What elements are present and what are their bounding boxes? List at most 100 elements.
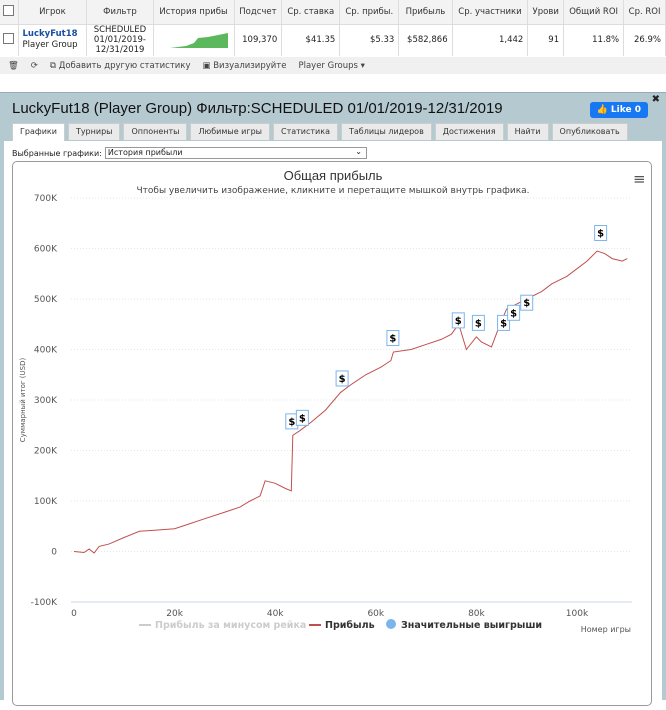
filter-text: SCHEDULED [93, 25, 147, 36]
dollar-icon: $ [455, 316, 462, 327]
dollar-icon: $ [288, 417, 295, 428]
groups-label: Player Groups [298, 60, 358, 71]
tab-favorite-games[interactable]: Любимые игры [190, 123, 270, 140]
col-header[interactable]: История прибы [153, 0, 235, 25]
chevron-down-icon: ⌄ [355, 147, 362, 156]
y-tick-label: 700K [34, 194, 58, 204]
tab-statistics[interactable]: Статистика [272, 123, 338, 140]
legend-profit: Прибыль [325, 620, 375, 631]
y-tick-label: 0 [51, 548, 57, 558]
y-tick-label: 600K [34, 245, 58, 255]
row-checkbox[interactable] [0, 24, 19, 56]
dollar-icon: $ [299, 413, 306, 424]
tab-opponents[interactable]: Оппоненты [123, 123, 188, 140]
menu-icon[interactable]: ≡ [633, 170, 646, 188]
col-header[interactable]: Подсчет [234, 0, 283, 25]
col-header[interactable]: Ср. ROI [623, 0, 666, 25]
tab-panel: Выбранные графики: История прибыли ⌄ Обща… [4, 141, 662, 706]
profit-line [73, 250, 628, 554]
col-header[interactable]: Ср. ставка [281, 0, 341, 25]
legend-wins-symbol [386, 619, 396, 629]
dollar-icon: $ [389, 334, 396, 345]
chart-select[interactable]: История прибыли ⌄ [104, 147, 367, 159]
x-tick-label: 0 [71, 609, 77, 619]
col-header[interactable]: Игрок [18, 0, 88, 25]
legend-rake: Прибыль за минусом рейка [155, 620, 306, 631]
col-header[interactable]: Ср. участники [452, 0, 529, 25]
tab-tournaments[interactable]: Турниры [67, 123, 121, 140]
add-stat-button[interactable]: ⧉ Добавить другую статистику [49, 60, 191, 71]
visualize-button[interactable]: ▣ Визуализируйте [202, 60, 287, 71]
dollar-icon: $ [500, 318, 507, 329]
significant-win-marker [507, 304, 521, 321]
significant-win-marker [497, 314, 511, 331]
col-header[interactable]: Ср. прибы. [339, 0, 400, 25]
chart-subtitle: Чтобы увеличить изображение, кликните и … [136, 186, 529, 196]
legend-wins: Значительные выигрыши [401, 620, 542, 631]
x-tick-label: 80k [468, 609, 485, 619]
col-header[interactable]: Фильтр [86, 0, 154, 25]
dollar-icon: $ [597, 229, 604, 240]
player-groups-dropdown[interactable]: Player Groups ▾ [298, 60, 365, 71]
y-tick-label: 500K [34, 295, 58, 305]
dollar-icon: $ [523, 298, 530, 309]
trash-icon[interactable]: 🗑 [8, 60, 19, 71]
chart-select-value: История прибыли [107, 148, 183, 157]
table-header-row: Игрок Фильтр История прибы Подсчет Ср. с… [0, 0, 666, 25]
significant-win-marker [594, 225, 608, 242]
tab-leaderboards[interactable]: Таблицы лидеров [340, 123, 432, 140]
player-window: LuckyFut18 (Player Group) Фильтр:SCHEDUL… [0, 92, 666, 706]
col-header[interactable]: Прибыль [398, 0, 453, 25]
like-label: Like 0 [610, 105, 641, 115]
filter-text: 01/01/2019- [93, 35, 146, 46]
visualize-label: Визуализируйте [213, 60, 287, 71]
tab-achievements[interactable]: Достижения [434, 123, 504, 140]
y-tick-label: 200K [34, 447, 58, 457]
profit: $582,866 [398, 24, 453, 56]
chart-select-label: Выбранные графики: [12, 148, 102, 158]
avg-stake: $41.35 [281, 24, 341, 56]
avg-profit: $5.33 [339, 24, 400, 56]
y-tick-label: 100K [34, 497, 58, 507]
chart-container[interactable]: Общая прибыль Чтобы увеличить изображение… [12, 161, 652, 706]
significant-win-marker [520, 294, 534, 311]
select-all-checkbox[interactable] [0, 0, 19, 25]
y-axis-label: Суммарный итог (USD) [19, 358, 27, 443]
avg-entrants: 1,442 [452, 24, 529, 56]
add-stat-label: Добавить другую статистику [58, 60, 191, 71]
significant-win-marker [335, 370, 349, 387]
stats-table: Игрок Фильтр История прибы Подсчет Ср. с… [0, 0, 666, 56]
refresh-icon[interactable]: ⟳ [30, 60, 38, 71]
significant-win-marker [386, 330, 400, 347]
x-tick-label: 100k [566, 609, 589, 619]
table-toolbar: 🗑 ⟳ ⧉ Добавить другую статистику ▣ Визуа… [0, 57, 666, 74]
y-tick-label: 400K [34, 346, 58, 356]
total-roi: 11.8% [563, 24, 625, 56]
tab-bar: Графики Турниры Оппоненты Любимые игры С… [12, 123, 628, 142]
x-tick-label: 60k [367, 609, 384, 619]
dollar-icon: $ [510, 308, 517, 319]
window-title: LuckyFut18 (Player Group) Фильтр:SCHEDUL… [12, 100, 503, 117]
tab-find[interactable]: Найти [506, 123, 549, 140]
dollar-icon: $ [339, 374, 346, 385]
tab-publish[interactable]: Опубликовать [551, 123, 628, 140]
profit-sparkline [153, 24, 235, 56]
x-tick-label: 20k [166, 609, 183, 619]
avg-roi: 26.9% [623, 24, 666, 56]
level: 91 [527, 24, 565, 56]
dollar-icon: $ [475, 318, 482, 329]
close-icon[interactable]: ✖ [651, 94, 660, 105]
col-header[interactable]: Урови [527, 0, 565, 25]
col-header[interactable]: Общий ROI [563, 0, 625, 25]
player-link[interactable]: LuckyFut18 [22, 29, 78, 40]
y-tick-label: -100K [31, 598, 58, 608]
profit-chart[interactable]: Общая прибыль Чтобы увеличить изображение… [13, 162, 653, 707]
x-axis-label: Номер игры [581, 625, 631, 634]
significant-win-marker [451, 312, 465, 329]
significant-win-marker [295, 409, 309, 426]
like-button[interactable]: 👍 Like 0 [589, 102, 648, 118]
filter-text: 12/31/2019 [95, 45, 145, 56]
count: 109,370 [234, 24, 283, 56]
y-tick-label: 300K [34, 396, 58, 406]
tab-charts[interactable]: Графики [12, 123, 65, 142]
